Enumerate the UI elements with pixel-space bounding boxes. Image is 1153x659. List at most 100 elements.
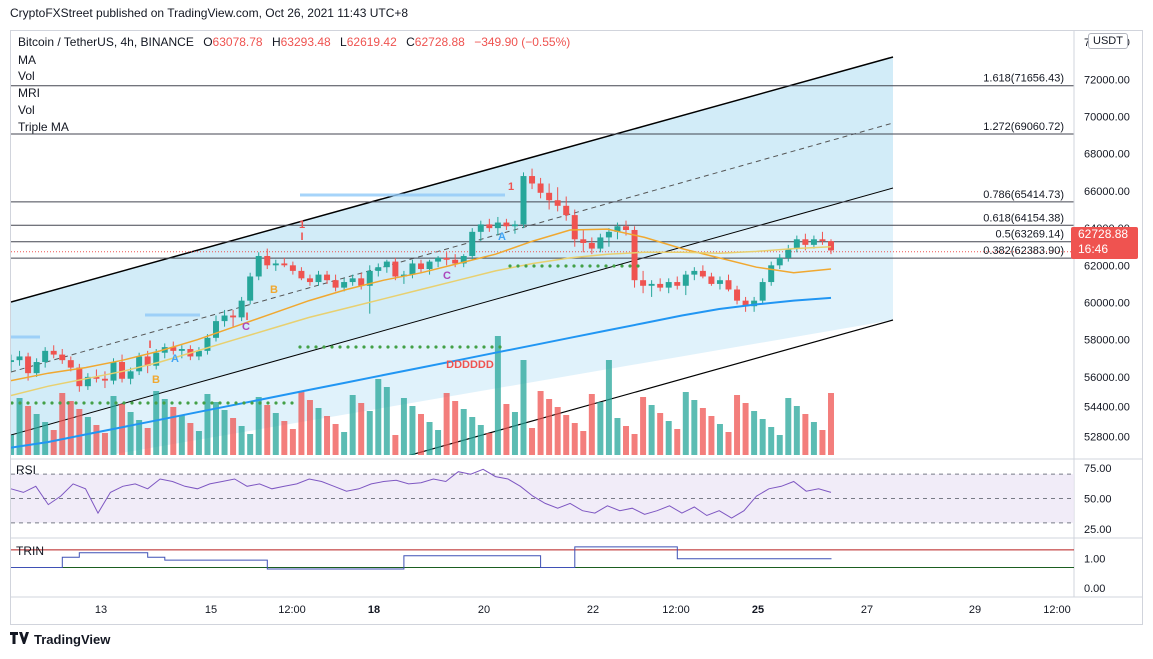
time-tick: 15: [205, 604, 217, 616]
indicator-vol-2[interactable]: Vol: [18, 103, 35, 117]
change-value: −349.90 (−0.55%): [474, 35, 571, 49]
volume-bar: [409, 406, 416, 455]
volume-bar: [332, 424, 339, 455]
candle: [588, 243, 595, 249]
indicator-mri[interactable]: MRI: [18, 86, 40, 100]
volume-bar: [16, 398, 23, 455]
candle: [289, 265, 296, 271]
symbol-title: Bitcoin / TetherUS, 4h, BINANCE: [18, 35, 194, 49]
candle: [33, 362, 40, 374]
trend-dots: [74, 401, 78, 405]
volume-bar: [50, 430, 57, 455]
volume-bar: [785, 398, 792, 455]
pattern-label: I: [148, 339, 151, 351]
volume-bar: [358, 403, 365, 455]
candle: [221, 315, 228, 322]
volume-bar: [213, 402, 219, 455]
trend-dots: [290, 401, 294, 405]
time-tick: 13: [95, 604, 107, 616]
trend-dots: [282, 401, 286, 405]
candle: [127, 371, 134, 379]
candle: [734, 289, 741, 301]
close-label: C: [406, 35, 415, 49]
volume-bar: [264, 405, 271, 455]
candle: [810, 239, 817, 245]
volume-bar: [153, 391, 160, 455]
tradingview-logo-icon: [10, 632, 30, 647]
volume-bar: [204, 394, 211, 455]
volume-bar: [221, 410, 228, 455]
volume-bar: [588, 394, 595, 455]
trend-dots: [338, 345, 342, 349]
trend-dots: [418, 345, 422, 349]
price-tick: 62000.00: [1084, 260, 1130, 272]
price-tick: 52800.00: [1084, 431, 1130, 443]
trend-dots: [226, 401, 230, 405]
volume-bar: [494, 336, 501, 455]
trend-dots: [628, 264, 632, 268]
volume-bar: [469, 417, 476, 455]
rsi-tick: 75.00: [1084, 463, 1112, 475]
indicator-triple-ma[interactable]: Triple MA: [18, 120, 69, 134]
trend-dots: [556, 264, 560, 268]
time-tick: 12:00: [1043, 604, 1071, 616]
pattern-label: C: [443, 270, 451, 282]
currency-button[interactable]: USDT: [1088, 33, 1128, 49]
trend-dots: [11, 401, 14, 405]
candle: [469, 231, 476, 257]
candle: [25, 356, 32, 374]
volume-bar: [580, 431, 587, 455]
trend-dots: [266, 401, 270, 405]
volume-bar: [725, 432, 732, 455]
volume-bar: [631, 434, 638, 455]
indicator-ma[interactable]: MA: [18, 53, 36, 67]
trend-dots: [114, 401, 118, 405]
candle: [571, 215, 578, 240]
candle: [84, 376, 91, 387]
volume-bar: [84, 417, 91, 455]
candle: [375, 267, 382, 271]
last-price-label: 62728.88 16:46: [1071, 227, 1138, 259]
volume-bar: [230, 418, 237, 455]
price-tick: 54400.00: [1084, 402, 1130, 414]
candle: [742, 300, 749, 307]
tradingview-brand[interactable]: TradingView: [10, 632, 110, 647]
pattern-label: I: [300, 231, 303, 243]
volume-bar: [383, 387, 390, 455]
trend-dots: [258, 401, 262, 405]
trend-dots: [346, 345, 350, 349]
candle: [42, 350, 49, 363]
candle: [546, 192, 553, 201]
volume-bar: [477, 425, 484, 455]
trend-dots: [370, 345, 374, 349]
trend-dots: [394, 345, 398, 349]
candle: [640, 280, 647, 286]
candle: [418, 263, 424, 270]
volume-bar: [819, 430, 826, 455]
candle: [11, 360, 14, 363]
trend-dots: [532, 264, 536, 268]
pattern-label: B: [152, 374, 160, 386]
candle: [580, 239, 587, 243]
pattern-label: 1: [508, 181, 514, 193]
indicator-vol[interactable]: Vol: [18, 69, 35, 83]
candle: [76, 367, 83, 387]
trend-dots: [98, 401, 102, 405]
fib-label: 1.272(69060.72): [983, 121, 1064, 133]
candle: [665, 282, 672, 288]
rsi-tick: 25.00: [1084, 524, 1112, 536]
trend-dots: [202, 401, 206, 405]
trend-dots: [18, 401, 22, 405]
volume-bar: [554, 407, 561, 455]
rsi-line: [10, 468, 832, 519]
time-tick: 22: [587, 604, 599, 616]
candle: [716, 280, 723, 284]
volume-bar: [418, 414, 424, 455]
candle: [153, 352, 160, 366]
candle: [16, 356, 23, 361]
volume-bar: [597, 402, 604, 455]
candle: [59, 354, 66, 361]
candle: [298, 270, 305, 279]
volume-bar: [435, 430, 442, 455]
